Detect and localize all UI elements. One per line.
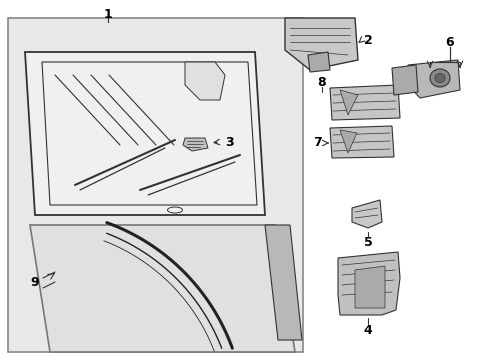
Polygon shape	[264, 225, 302, 340]
Polygon shape	[351, 200, 381, 228]
Ellipse shape	[429, 69, 449, 87]
Polygon shape	[183, 138, 207, 151]
Polygon shape	[184, 62, 224, 100]
Polygon shape	[30, 225, 294, 352]
Ellipse shape	[434, 73, 444, 82]
Text: 2: 2	[363, 33, 372, 46]
Polygon shape	[329, 126, 393, 158]
Polygon shape	[354, 266, 384, 308]
Text: 7: 7	[313, 136, 322, 149]
Text: 9: 9	[31, 275, 39, 288]
Polygon shape	[285, 18, 357, 70]
Polygon shape	[25, 52, 264, 215]
Polygon shape	[339, 130, 356, 153]
Polygon shape	[407, 60, 459, 98]
Text: 4: 4	[363, 324, 372, 337]
Polygon shape	[391, 65, 417, 95]
Text: 8: 8	[317, 76, 325, 89]
Bar	[8, 18, 303, 352]
Polygon shape	[337, 252, 399, 315]
Text: 3: 3	[225, 135, 234, 148]
Text: 5: 5	[363, 235, 372, 248]
Polygon shape	[329, 85, 399, 120]
Polygon shape	[307, 52, 329, 72]
Text: 6: 6	[445, 36, 453, 49]
Polygon shape	[339, 90, 357, 115]
Text: 1: 1	[103, 8, 112, 21]
